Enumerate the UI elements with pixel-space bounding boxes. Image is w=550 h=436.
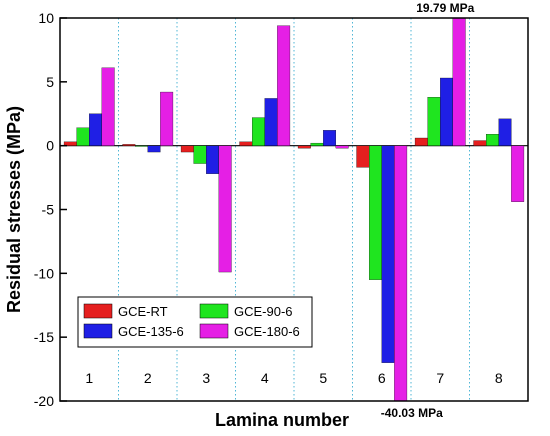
- bar-GCE-90-6-5: [310, 142, 324, 146]
- category-label: 7: [436, 370, 444, 386]
- y-tick-label: -10: [34, 265, 54, 281]
- bar-GCE-135-6-2: [147, 145, 161, 153]
- y-axis-title: Residual stresses (MPa): [4, 106, 24, 313]
- legend-label-GCE-180-6: GCE-180-6: [234, 324, 300, 339]
- bar-GCE-180-6-8: [511, 145, 525, 202]
- bar-GCE-RT-4: [239, 141, 253, 146]
- legend-swatch-GCE-RT: [83, 303, 113, 319]
- legend: GCE-RT GCE-90-6 GCE-135-6 GCE-180-6: [77, 296, 313, 348]
- x-axis-title: Lamina number: [215, 410, 349, 430]
- bar-GCE-RT-5: [297, 145, 311, 149]
- y-tick-label: 10: [38, 10, 54, 26]
- y-tick-label: -15: [34, 329, 54, 345]
- legend-label-GCE-135-6: GCE-135-6: [118, 324, 184, 339]
- bar-GCE-180-6-2: [160, 91, 174, 146]
- y-axis-ticks: -20 -15 -10 -5 0 5 10: [34, 10, 67, 409]
- bar-GCE-135-6-8: [498, 118, 512, 146]
- bar-GCE-RT-8: [473, 140, 487, 146]
- y-tick-label: 5: [46, 74, 54, 90]
- bars-group: [63, 17, 525, 402]
- bar-GCE-180-6-3: [218, 145, 232, 273]
- bar-GCE-RT-2: [122, 144, 136, 146]
- bar-GCE-90-6-7: [427, 97, 441, 146]
- bar-GCE-90-6-8: [485, 134, 499, 146]
- bar-GCE-RT-3: [180, 145, 194, 153]
- bar-GCE-90-6-1: [76, 127, 90, 146]
- bar-GCE-90-6-3: [193, 145, 207, 164]
- bar-GCE-RT-6: [356, 145, 370, 168]
- bar-GCE-180-6-5: [335, 145, 349, 149]
- category-label: 6: [378, 370, 386, 386]
- category-labels: 1 2 3 4 5 6 7 8: [85, 370, 503, 386]
- legend-label-GCE-90-6: GCE-90-6: [234, 304, 293, 319]
- bar-GCE-135-6-6: [381, 145, 395, 363]
- y-tick-label: -5: [42, 202, 55, 218]
- bar-GCE-135-6-3: [206, 145, 220, 174]
- bar-GCE-180-6-7: [452, 17, 466, 146]
- legend-swatch-GCE-180-6: [199, 323, 229, 339]
- y-tick-label: 0: [46, 138, 54, 154]
- annotation-min: -40.03 MPa: [381, 406, 443, 420]
- legend-swatch-GCE-135-6: [83, 323, 113, 339]
- category-label: 1: [85, 370, 93, 386]
- bar-GCE-135-6-7: [440, 77, 454, 146]
- bar-GCE-RT-7: [414, 137, 428, 146]
- category-label: 4: [261, 370, 269, 386]
- value-annotations: 19.79 MPa -40.03 MPa: [381, 1, 475, 420]
- bar-GCE-90-6-6: [368, 145, 382, 280]
- legend-box: [77, 296, 313, 348]
- y-tick-label: -20: [34, 393, 54, 409]
- bar-GCE-90-6-4: [251, 117, 265, 146]
- bar-GCE-90-6-2: [134, 145, 148, 147]
- category-label: 8: [495, 370, 503, 386]
- bar-GCE-180-6-1: [101, 67, 115, 146]
- bar-GCE-135-6-1: [89, 113, 103, 146]
- bar-GCE-180-6-6: [394, 145, 408, 402]
- category-label: 2: [144, 370, 152, 386]
- category-label: 5: [319, 370, 327, 386]
- bar-GCE-135-6-5: [323, 130, 337, 146]
- bar-GCE-135-6-4: [264, 98, 278, 146]
- legend-label-GCE-RT: GCE-RT: [118, 304, 168, 319]
- category-label: 3: [202, 370, 210, 386]
- bar-GCE-180-6-4: [277, 25, 291, 146]
- annotation-max: 19.79 MPa: [416, 1, 474, 15]
- legend-swatch-GCE-90-6: [199, 303, 229, 319]
